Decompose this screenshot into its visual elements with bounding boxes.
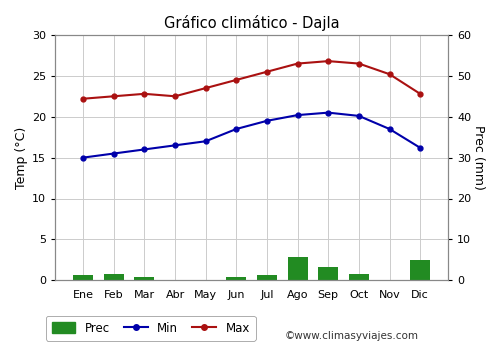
Legend: Prec, Min, Max: Prec, Min, Max: [46, 316, 256, 341]
Bar: [104, 274, 124, 280]
Bar: [288, 257, 308, 280]
Bar: [257, 275, 277, 280]
Bar: [410, 260, 430, 280]
Bar: [318, 267, 338, 280]
Bar: [349, 274, 369, 280]
Bar: [134, 278, 154, 280]
Y-axis label: Prec (mm): Prec (mm): [472, 125, 485, 190]
Bar: [226, 277, 246, 280]
Title: Gráfico climático - Dajla: Gráfico climático - Dajla: [164, 15, 340, 31]
Y-axis label: Temp (°C): Temp (°C): [15, 126, 28, 189]
Bar: [73, 275, 93, 280]
Text: ©www.climasyviajes.com: ©www.climasyviajes.com: [285, 331, 419, 341]
